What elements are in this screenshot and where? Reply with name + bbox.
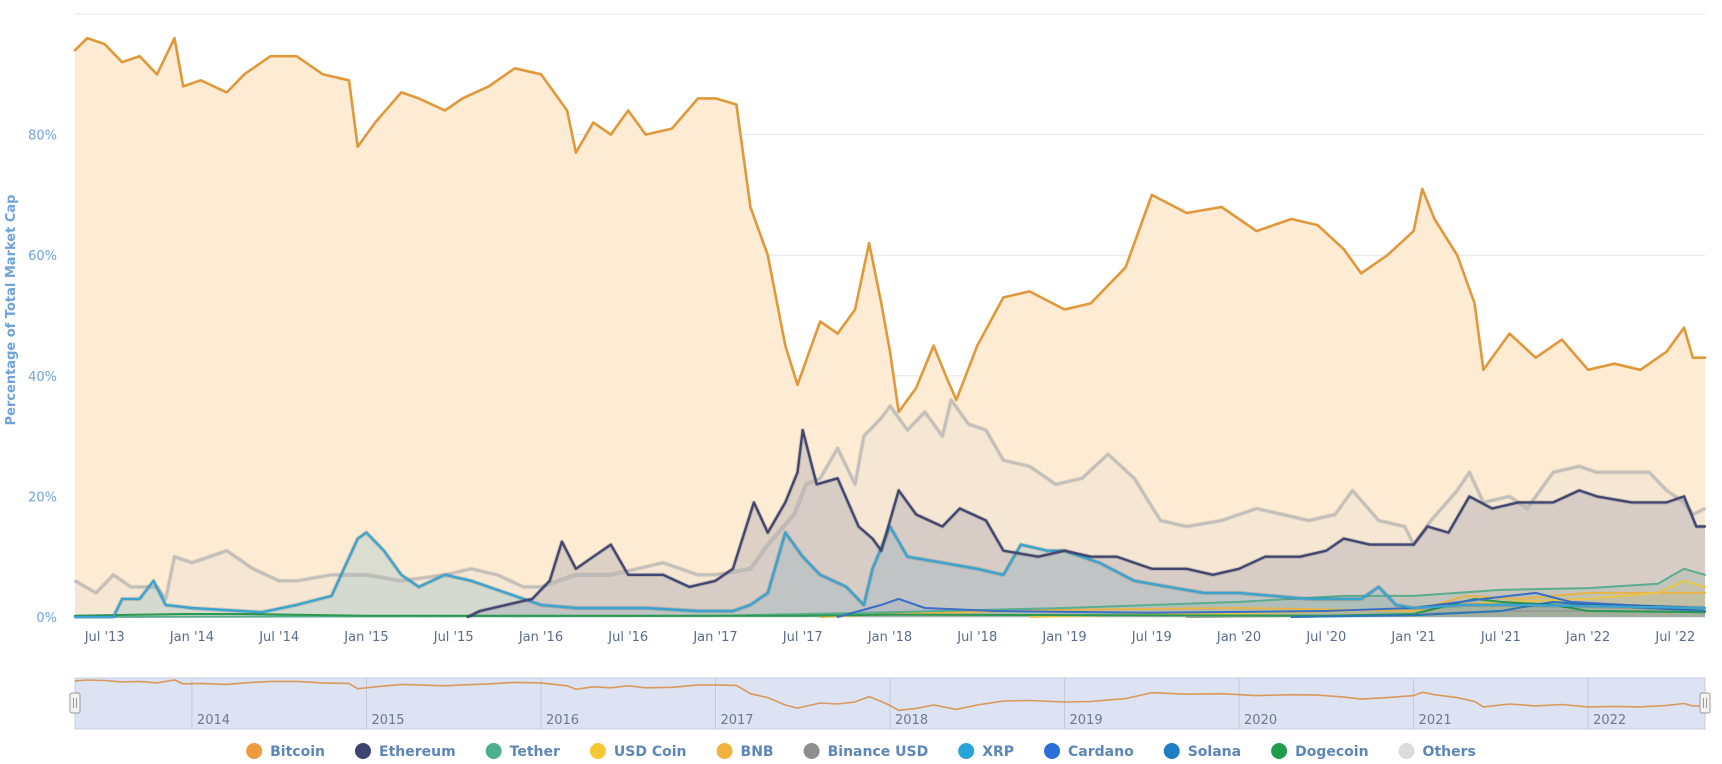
legend-marker-xrp [958,743,975,759]
line-ethereum [466,428,1707,619]
y-tick-label-20: 20% [28,490,57,505]
x-tick-label-jul-21: Jul '21 [1480,630,1521,645]
legend-marker-solana [1163,743,1180,759]
legend-label-cardano: Cardano [1068,744,1134,760]
legend-item-dogecoin[interactable]: Dogecoin [1271,743,1369,760]
x-tick-label-jan-20: Jan '20 [1216,630,1261,645]
x-axis-ticks: Jul '13 Jan '14 Jul '14 Jan '15 Jul '15 Jan '… [84,630,1696,645]
x-tick-label-jan-22: Jan '22 [1565,630,1610,645]
legend-item-usd-coin[interactable]: USD Coin [589,743,687,760]
legend-label-others: Others [1423,744,1476,760]
legend-label-bitcoin: Bitcoin [270,744,325,760]
legend-marker-bitcoin [246,743,263,759]
legend-marker-cardano [1044,743,1061,759]
legend-label-solana: Solana [1188,744,1241,760]
area-dogecoin [75,598,1705,617]
legend-label-tether: Tether [510,744,560,760]
y-tick-label-0: 0% [36,611,57,626]
legend-item-xrp[interactable]: XRP [958,743,1014,760]
navigator-tick-2015: 2015 [371,713,404,728]
x-tick-label-jan-14: Jan '14 [169,630,214,645]
navigator-tick-2017: 2017 [720,713,753,728]
legend-marker-others [1398,743,1415,759]
navigator-tick-2021: 2021 [1419,713,1452,728]
x-tick-label-jul-14: Jul '14 [258,630,299,645]
x-tick-label-jul-20: Jul '20 [1305,630,1346,645]
legend-item-binance-usd[interactable]: Binance USD [803,743,929,760]
legend-label-xrp: XRP [982,744,1014,760]
x-tick-label-jul-18: Jul '18 [956,630,997,645]
x-tick-label-jul-22: Jul '22 [1654,630,1695,645]
line-bnb [819,591,1706,618]
area-others [75,399,1705,617]
line-cardano [836,591,1706,618]
x-tick-label-jan-21: Jan '21 [1390,630,1435,645]
legend-label-bnb: BNB [741,744,774,760]
area-tether [75,568,1705,617]
legend-marker-tether [485,743,502,759]
x-tick-label-jul-17: Jul '17 [782,630,823,645]
navigator-tick-2014: 2014 [197,713,230,728]
x-tick-label-jul-13: Jul '13 [84,630,125,645]
line-others [74,398,1706,600]
legend-item-tether[interactable]: Tether [485,743,560,760]
y-axis-ticks: 0% 20% 40% 60% 80% [28,129,57,626]
range-navigator[interactable]: 2014 2015 2016 2017 2018 2019 2020 2021 2022 [69,677,1711,730]
navigator-series-line [74,679,1705,712]
navigator-tick-2018: 2018 [895,713,928,728]
line-xrp [73,525,1707,619]
line-tether [74,567,1706,618]
y-tick-label-40: 40% [28,370,57,385]
navigator-tick-2019: 2019 [1070,713,1103,728]
navigator-handle-left[interactable] [69,692,81,714]
legend-item-bnb[interactable]: BNB [716,743,774,760]
x-tick-label-jul-19: Jul '19 [1131,630,1172,645]
y-axis-label: Percentage of Total Market Cap [4,195,19,426]
legend-item-bitcoin[interactable]: Bitcoin [246,743,325,760]
y-tick-label-60: 60% [28,249,57,264]
legend-label-dogecoin: Dogecoin [1295,744,1368,760]
legend-marker-dogecoin [1271,743,1288,759]
x-tick-label-jul-15: Jul '15 [433,630,474,645]
x-tick-label-jul-16: Jul '16 [607,630,648,645]
legend-item-solana[interactable]: Solana [1163,743,1241,760]
legend-marker-ethereum [355,743,372,759]
legend-marker-binance-usd [803,743,820,759]
legend-label-binance-usd: Binance USD [828,744,929,760]
legend-item-ethereum[interactable]: Ethereum [355,743,456,760]
legend-label-usd-coin: USD Coin [614,744,687,760]
area-usd-coin [1029,580,1705,617]
x-tick-label-jan-19: Jan '19 [1041,630,1086,645]
line-bitcoin [73,36,1707,414]
legend-marker-bnb [716,743,733,759]
navigator-tick-2022: 2022 [1593,713,1626,728]
legend-label-ethereum: Ethereum [379,744,456,760]
x-tick-label-jan-17: Jan '17 [692,630,737,645]
legend-item-cardano[interactable]: Cardano [1044,743,1134,760]
series-lines [73,36,1707,620]
legend-marker-usd-coin [589,743,606,759]
chart-legend: Bitcoin Ethereum Tether USD Coin BNB Binance … [246,743,1476,760]
navigator-tick-2016: 2016 [546,713,579,728]
navigator-tick-2020: 2020 [1244,713,1277,728]
area-ethereum [467,430,1706,617]
legend-item-others[interactable]: Others [1398,743,1476,760]
y-tick-label-80: 80% [28,129,57,144]
x-tick-label-jan-16: Jan '16 [518,630,563,645]
x-tick-label-jan-15: Jan '15 [343,630,388,645]
area-xrp [75,526,1705,617]
area-bitcoin [75,38,1705,618]
navigator-handle-right[interactable] [1699,692,1711,714]
x-tick-label-jan-18: Jan '18 [867,630,912,645]
